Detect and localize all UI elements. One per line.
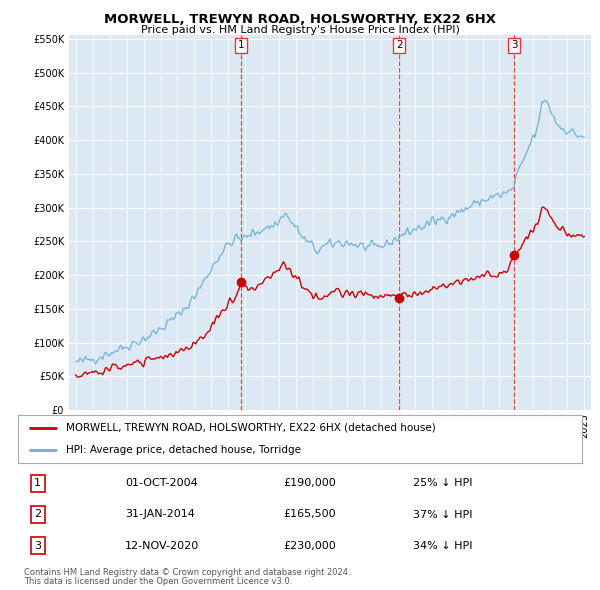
Text: 1: 1 <box>34 478 41 489</box>
Text: 25% ↓ HPI: 25% ↓ HPI <box>413 478 472 489</box>
Text: Contains HM Land Registry data © Crown copyright and database right 2024.: Contains HM Land Registry data © Crown c… <box>24 568 350 576</box>
Text: 34% ↓ HPI: 34% ↓ HPI <box>413 540 472 550</box>
Text: 12-NOV-2020: 12-NOV-2020 <box>125 540 199 550</box>
Text: 3: 3 <box>34 540 41 550</box>
Text: This data is licensed under the Open Government Licence v3.0.: This data is licensed under the Open Gov… <box>24 577 292 586</box>
Text: 01-OCT-2004: 01-OCT-2004 <box>125 478 198 489</box>
Text: £190,000: £190,000 <box>283 478 336 489</box>
Text: 2: 2 <box>34 510 41 519</box>
Text: £165,500: £165,500 <box>283 510 336 519</box>
Text: MORWELL, TREWYN ROAD, HOLSWORTHY, EX22 6HX: MORWELL, TREWYN ROAD, HOLSWORTHY, EX22 6… <box>104 13 496 26</box>
Text: MORWELL, TREWYN ROAD, HOLSWORTHY, EX22 6HX (detached house): MORWELL, TREWYN ROAD, HOLSWORTHY, EX22 6… <box>66 423 436 433</box>
Text: 31-JAN-2014: 31-JAN-2014 <box>125 510 195 519</box>
Text: 3: 3 <box>511 40 518 50</box>
Text: HPI: Average price, detached house, Torridge: HPI: Average price, detached house, Torr… <box>66 445 301 455</box>
Text: 37% ↓ HPI: 37% ↓ HPI <box>413 510 472 519</box>
Text: 2: 2 <box>396 40 403 50</box>
Text: 1: 1 <box>238 40 244 50</box>
Text: Price paid vs. HM Land Registry's House Price Index (HPI): Price paid vs. HM Land Registry's House … <box>140 25 460 35</box>
Text: £230,000: £230,000 <box>283 540 336 550</box>
